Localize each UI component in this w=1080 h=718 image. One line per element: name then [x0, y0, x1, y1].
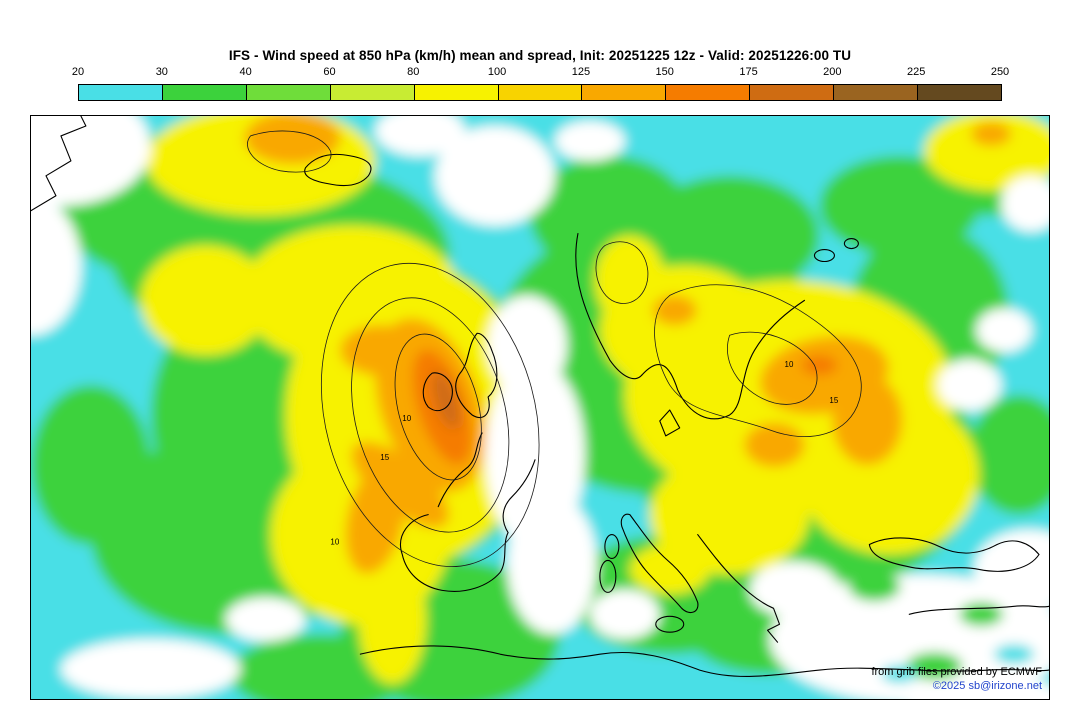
coastlines-layer	[31, 116, 1049, 677]
coast-iberia	[400, 459, 536, 592]
colorbar-segment	[246, 85, 331, 100]
contour-label: 10	[402, 414, 411, 423]
spread-contour	[654, 284, 862, 437]
colorbar-segment	[666, 85, 751, 100]
colorbar-tick-label: 60	[323, 66, 336, 78]
colorbar-segment	[330, 85, 415, 100]
colorbar-segment	[414, 85, 499, 100]
colorbar-tick-label: 30	[155, 66, 168, 78]
colorbar	[78, 84, 1002, 101]
colorbar-tick-label: 150	[655, 66, 674, 78]
contour-label: 10	[330, 538, 339, 547]
page-title: IFS - Wind speed at 850 hPa (km/h) mean …	[228, 48, 852, 63]
coast-ireland	[422, 372, 453, 412]
map-area: 10 15 10 10 15 from grib files provided …	[30, 115, 1050, 700]
contour-label: 15	[829, 396, 838, 405]
coast-iceland	[304, 153, 372, 187]
coast-norway	[575, 233, 643, 380]
spread-contour	[320, 262, 540, 568]
colorbar-tick-label: 175	[739, 66, 758, 78]
coast-denmark	[659, 409, 681, 437]
contour-label: 10	[785, 360, 794, 369]
attribution-copyright-link[interactable]: ©2025 sb@irizone.net	[932, 680, 1042, 692]
colorbar-segment	[162, 85, 247, 100]
colorbar-segment	[79, 85, 163, 100]
coast-britain	[455, 332, 498, 419]
coast-italy	[620, 513, 699, 614]
contour-label: 15	[380, 453, 389, 462]
colorbar-tick-label: 200	[823, 66, 842, 78]
colorbar-tick-label: 100	[487, 66, 507, 78]
lake-onega	[843, 238, 859, 250]
colorbar-tick-label: 125	[571, 66, 591, 78]
spread-contour	[727, 331, 818, 405]
coast-balkans-greece	[697, 534, 781, 643]
coast-north-africa	[359, 645, 1049, 677]
coast-sicily	[655, 615, 685, 633]
coast-sardinia	[599, 559, 617, 593]
colorbar-ticks: 20 30 40 60 80 100 125 150 175 200 225 250	[72, 66, 1009, 80]
field-speckle-green	[848, 571, 1004, 681]
coast-turkey	[908, 605, 1049, 615]
wind-field-layer	[31, 116, 1049, 699]
attribution: from grib files provided by ECMWF ©2025 …	[871, 665, 1042, 693]
field-core-layer	[432, 371, 461, 429]
colorbar-segment	[750, 85, 835, 100]
coast-greenland	[31, 116, 87, 212]
coast-baltic	[641, 299, 806, 420]
attribution-ecmwf-text: from grib files provided by ECMWF	[871, 666, 1042, 678]
wind-speed-field-svg: 10 15 10 10 15	[31, 116, 1049, 699]
colorbar-segment	[582, 85, 667, 100]
colorbar-tick-label: 40	[239, 66, 252, 78]
coast-black-sea	[868, 537, 1040, 572]
colorbar-tick-label: 250	[990, 66, 1010, 78]
field-calm-layer	[31, 116, 1049, 699]
spread-contour	[247, 130, 332, 173]
spread-contour	[351, 297, 510, 533]
spread-contours-layer	[247, 130, 862, 568]
colorbar-tick-label: 20	[71, 66, 85, 78]
colorbar-segment	[498, 85, 583, 100]
colorbar-tick-label: 225	[906, 66, 926, 78]
colorbar-segment	[918, 85, 1001, 100]
coast-corsica	[604, 534, 620, 560]
spread-contour	[394, 333, 482, 481]
spread-contour	[595, 241, 649, 304]
contour-labels: 10 15 10 10 15	[330, 360, 838, 546]
colorbar-segment	[834, 85, 919, 100]
colorbar-tick-label: 80	[407, 66, 420, 78]
coast-france	[437, 432, 483, 508]
lake-ladoga	[813, 248, 835, 263]
